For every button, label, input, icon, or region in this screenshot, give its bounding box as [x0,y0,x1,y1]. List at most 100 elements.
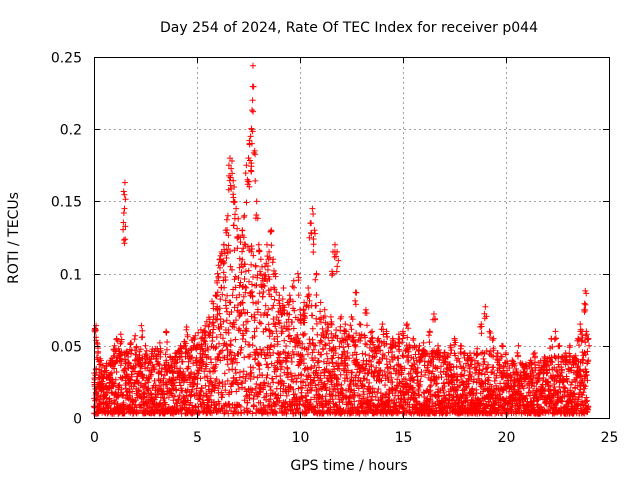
data-point [191,336,198,343]
data-point [256,388,263,395]
data-point [317,337,324,344]
data-point [428,382,434,389]
data-point [234,225,241,232]
data-point [193,385,200,392]
data-point [251,311,258,318]
points-layer [91,62,593,417]
data-point [160,375,167,382]
data-point [305,351,311,358]
data-point [118,386,125,393]
data-point [243,199,250,206]
data-point [290,351,297,358]
data-point [283,392,290,399]
data-point [202,322,209,329]
data-point [238,410,245,417]
data-point [427,387,434,394]
data-point [217,264,223,271]
data-point [334,263,341,270]
data-point [239,380,246,387]
data-point [137,346,144,353]
data-point [253,325,260,332]
data-point [327,313,334,320]
data-point [257,346,264,353]
data-point [333,327,340,333]
data-point [214,270,221,277]
data-point [249,246,255,252]
data-point [308,364,315,371]
data-point [329,337,335,344]
data-point [250,396,257,402]
data-point [239,227,246,234]
data-point [328,330,335,337]
data-point [207,378,213,385]
data-point [210,326,217,333]
data-point [412,351,419,358]
data-point [322,393,329,400]
data-point [192,332,199,339]
data-point [248,261,255,268]
data-point [337,371,344,378]
data-point [294,270,301,277]
data-point [231,304,238,311]
data-point [581,300,588,307]
data-point [323,350,330,357]
data-point [362,340,369,347]
data-point [171,382,178,389]
data-point [362,334,369,341]
data-point [229,266,235,273]
data-point [291,284,297,291]
data-point [227,299,234,306]
data-point [152,382,159,389]
data-point [286,323,292,330]
data-point [256,290,263,297]
data-point [252,151,259,158]
data-point [243,284,250,291]
data-point [317,299,324,306]
data-point [298,372,305,379]
data-point [310,346,317,353]
data-point [375,343,382,350]
data-point [259,293,266,300]
data-point [112,389,119,396]
data-point [246,278,252,285]
data-point [237,327,244,334]
data-point [426,339,433,346]
data-point [362,351,369,358]
data-point [336,343,343,350]
data-point [329,359,336,366]
data-point [239,299,246,306]
data-point [232,273,239,280]
data-point [250,274,256,280]
data-point [313,367,320,374]
data-point [151,366,158,373]
data-point [260,347,267,353]
data-point [271,336,278,342]
data-point [237,369,243,376]
data-point [301,402,308,409]
data-point [139,334,146,340]
data-point [240,368,247,375]
data-point [164,346,170,353]
data-point [224,212,231,219]
data-point [120,210,127,216]
data-point [148,369,155,376]
data-point [247,364,254,371]
data-point [391,354,398,360]
data-point [221,370,228,377]
data-point [139,375,146,382]
data-point [243,328,250,335]
data-point [398,363,404,370]
data-point [376,372,383,379]
data-point [348,386,355,393]
data-point [375,386,382,392]
data-point [279,328,286,335]
data-point [332,393,339,399]
data-point [480,355,487,362]
data-point [163,357,170,364]
y-tick-label: 0.1 [60,268,82,284]
data-point [272,321,279,328]
data-point [399,352,406,359]
data-point [232,284,239,291]
data-point [249,342,256,349]
data-point [353,330,360,337]
